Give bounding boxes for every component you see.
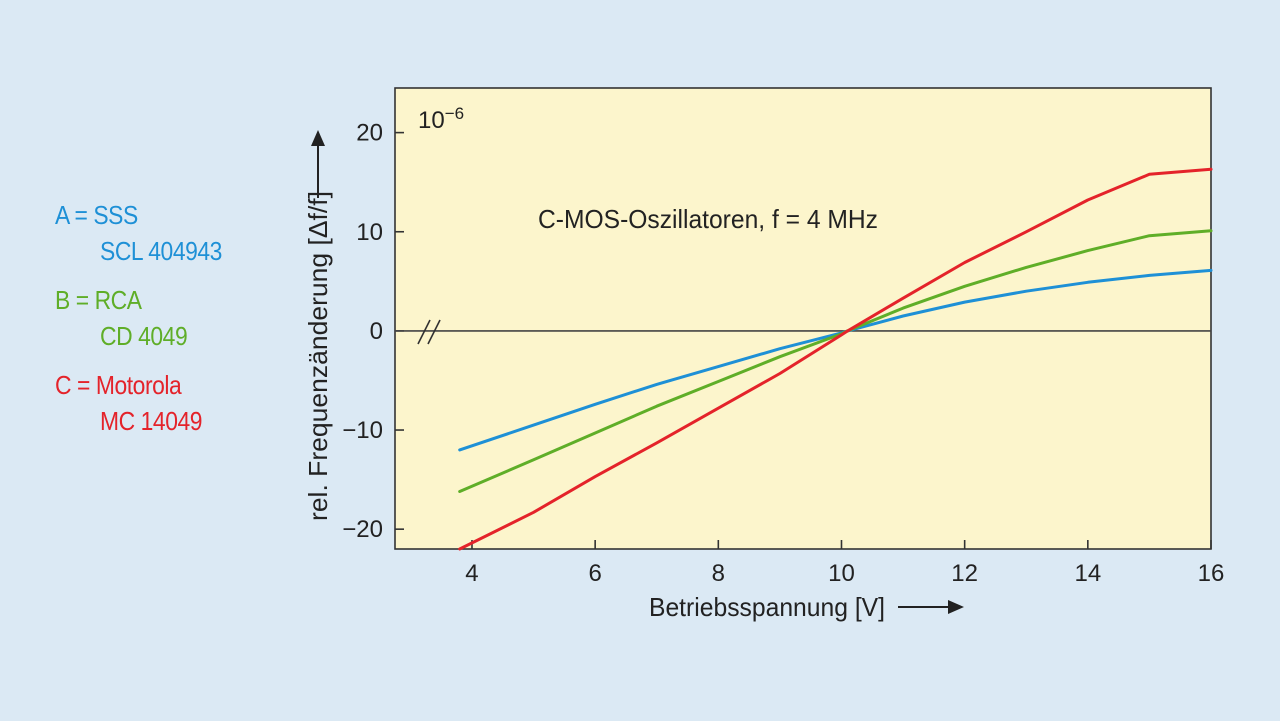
y-tick-label: −10 — [342, 417, 383, 444]
x-tick-label: 10 — [828, 560, 855, 587]
x-tick-label: 4 — [465, 560, 478, 587]
x-tick-label: 16 — [1198, 560, 1225, 587]
y-tick-label: 10 — [356, 219, 383, 246]
y-axis-arrow-icon — [311, 130, 325, 198]
legend-a-detail: SCL 404943 — [100, 236, 222, 266]
chart-title: C-MOS-Oszillatoren, f = 4 MHz — [538, 204, 878, 234]
legend-b-label: B = RCA — [55, 285, 142, 315]
y-unit-base: 10 — [418, 107, 445, 134]
x-tick-label: 14 — [1074, 560, 1101, 587]
y-tick-label: 0 — [370, 318, 383, 345]
axis-break-icon — [417, 319, 441, 345]
y-unit-label: 10−6 — [418, 104, 464, 134]
axis-ticks: 4 6 8 10 12 14 16 20 10 0 −10 −20 — [342, 120, 1224, 587]
legend-c-detail: MC 14049 — [100, 406, 203, 436]
plot-area — [394, 87, 1212, 550]
y-tick-label: −20 — [342, 516, 383, 543]
x-axis-label: Betriebsspannung [V] — [649, 592, 885, 622]
series-line-c — [458, 167, 1213, 551]
x-axis-arrow-icon — [898, 600, 964, 614]
x-tick-label: 6 — [588, 560, 601, 587]
y-unit-exponent: −6 — [445, 104, 464, 123]
legend-a-label: A = SSS — [55, 200, 138, 230]
legend-b-detail: CD 4049 — [100, 321, 188, 351]
y-tick-label: 20 — [356, 120, 383, 147]
x-tick-label: 12 — [951, 560, 978, 587]
x-tick-label: 8 — [712, 560, 725, 587]
legend-c-label: C = Motorola — [55, 370, 182, 400]
y-axis-label: rel. Frequenzänderung [Δf/f] — [303, 191, 333, 521]
series-lines — [458, 167, 1213, 551]
